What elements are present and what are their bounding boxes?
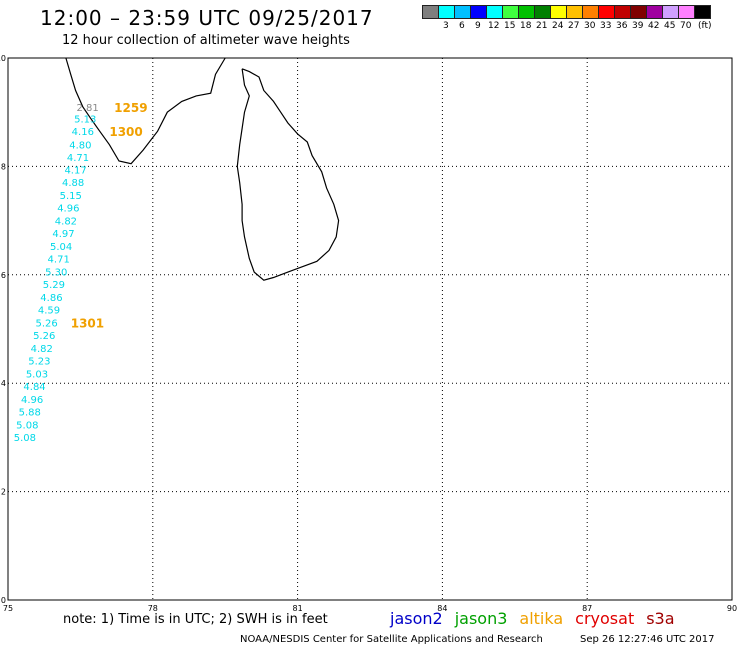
x-tick-label: 84 bbox=[437, 604, 447, 613]
legend-swatch bbox=[694, 5, 711, 19]
wave-height-value: 4.71 bbox=[67, 153, 89, 164]
wave-height-value: 4.71 bbox=[48, 255, 70, 266]
wave-height-value: 4.96 bbox=[21, 395, 43, 406]
map-title: 12:00 – 23:59 UTC 09/25/2017 bbox=[40, 6, 374, 30]
wave-height-value: 4.84 bbox=[23, 382, 45, 393]
wave-height-value: 4.82 bbox=[55, 217, 77, 228]
wave-height-value: 4.80 bbox=[69, 141, 91, 152]
wave-height-value: 5.08 bbox=[16, 420, 38, 431]
wave-height-value: 4.88 bbox=[62, 178, 84, 189]
mission-legend: jason2 jason3 altika cryosat s3a bbox=[390, 609, 687, 628]
color-legend: 3 6 9 12 15 18 21 24 27 30 33 36 39 42 45 70 (ft) bbox=[422, 5, 712, 35]
footer-timestamp: Sep 26 12:27:46 UTC 2017 bbox=[580, 634, 715, 645]
legend-label: 27 bbox=[568, 21, 580, 31]
legend-label: 36 bbox=[616, 21, 628, 31]
wave-height-value: 2.81 bbox=[77, 103, 99, 114]
legend-label: 70 bbox=[680, 21, 692, 31]
x-tick-label: 90 bbox=[727, 604, 737, 613]
time-label: 1300 bbox=[109, 125, 142, 139]
y-tick-label: 0 bbox=[1, 596, 6, 605]
mission-jason3: jason3 bbox=[454, 609, 508, 628]
wave-height-value: 4.97 bbox=[52, 229, 74, 240]
units-note: note: 1) Time is in UTC; 2) SWH is in fe… bbox=[63, 612, 328, 627]
wave-height-value: 5.04 bbox=[50, 242, 72, 253]
x-tick-label: 87 bbox=[582, 604, 592, 613]
wave-height-value: 5.03 bbox=[26, 369, 48, 380]
wave-height-value: 5.30 bbox=[45, 268, 67, 279]
wave-height-value: 5.13 bbox=[74, 115, 96, 126]
wave-height-value: 5.88 bbox=[19, 407, 41, 418]
map-subtitle: 12 hour collection of altimeter wave hei… bbox=[62, 33, 350, 48]
wave-height-value: 5.26 bbox=[33, 331, 55, 342]
mission-jason2: jason2 bbox=[390, 609, 443, 628]
y-tick-label: 4 bbox=[1, 379, 6, 388]
x-tick-label: 75 bbox=[3, 604, 13, 613]
legend-label: 42 bbox=[648, 21, 660, 31]
wave-height-value: 4.86 bbox=[40, 293, 62, 304]
x-tick-label: 81 bbox=[293, 604, 303, 613]
y-tick-label: 2 bbox=[1, 488, 6, 497]
legend-label: 18 bbox=[520, 21, 532, 31]
y-tick-label: 6 bbox=[1, 271, 6, 280]
wave-height-value: 4.16 bbox=[72, 127, 94, 138]
mission-s3a: s3a bbox=[646, 609, 675, 628]
legend-label: 15 bbox=[504, 21, 516, 31]
legend-labels: 3 6 9 12 15 18 21 24 27 30 33 36 39 42 45 70 (ft) bbox=[422, 21, 712, 35]
time-label: 1301 bbox=[71, 316, 104, 330]
legend-label: 12 bbox=[488, 21, 500, 31]
wave-height-value: 4.82 bbox=[31, 344, 53, 355]
wave-height-value: 5.15 bbox=[60, 191, 82, 202]
mission-altika: altika bbox=[519, 609, 564, 628]
legend-swatches bbox=[422, 5, 711, 19]
wave-height-value: 4.59 bbox=[38, 305, 60, 316]
legend-label: 21 bbox=[536, 21, 548, 31]
wave-height-value: 4.17 bbox=[64, 166, 86, 177]
y-tick-label: 8 bbox=[1, 162, 6, 171]
wave-height-value: 5.08 bbox=[14, 433, 36, 444]
footer-credit: NOAA/NESDIS Center for Satellite Applica… bbox=[240, 634, 543, 645]
mission-cryosat: cryosat bbox=[575, 609, 635, 628]
legend-label: 39 bbox=[632, 21, 644, 31]
x-tick-label: 78 bbox=[148, 604, 158, 613]
legend-label: 9 bbox=[475, 21, 481, 31]
legend-label: 33 bbox=[600, 21, 612, 31]
legend-label: 30 bbox=[584, 21, 596, 31]
wave-height-value: 5.23 bbox=[28, 356, 50, 367]
sri-lanka-coastline bbox=[236, 68, 340, 281]
legend-label: 45 bbox=[664, 21, 676, 31]
map-frame bbox=[7, 57, 733, 601]
wave-height-value: 5.26 bbox=[35, 318, 57, 329]
legend-label: 24 bbox=[552, 21, 564, 31]
legend-label: 6 bbox=[459, 21, 465, 31]
y-tick-label: 10 bbox=[0, 54, 6, 63]
india-coastline bbox=[65, 57, 226, 165]
legend-unit: (ft) bbox=[698, 21, 712, 31]
legend-label: 3 bbox=[443, 21, 449, 31]
wave-height-value: 5.29 bbox=[43, 280, 65, 291]
time-label: 1259 bbox=[114, 101, 147, 115]
wave-height-value: 4.96 bbox=[57, 204, 79, 215]
